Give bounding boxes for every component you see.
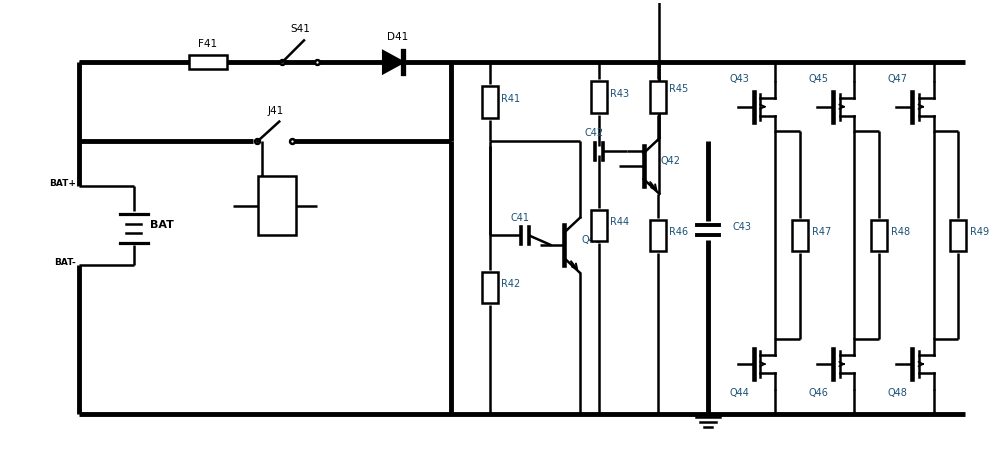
Bar [258,176,296,235]
Text: R42: R42 [501,279,520,290]
Text: Q43: Q43 [730,74,749,84]
Polygon shape [383,51,403,73]
Text: C43: C43 [733,222,752,232]
Bar [482,272,498,303]
Text: R48: R48 [891,227,910,237]
Text: R49: R49 [970,227,989,237]
Bar [650,81,666,113]
Text: D41: D41 [387,32,409,42]
Bar [792,220,808,251]
Text: R47: R47 [812,227,831,237]
Bar [591,210,607,241]
Text: BAT: BAT [150,221,173,230]
Text: R45: R45 [669,84,689,94]
Text: Q47: Q47 [888,74,908,84]
Text: R43: R43 [610,89,629,99]
Text: S41: S41 [290,24,310,34]
Bar [650,220,666,251]
Text: F41: F41 [198,39,218,49]
Text: J41: J41 [267,106,283,115]
Text: Q46: Q46 [809,388,829,398]
Text: C42: C42 [584,129,604,138]
Text: C41: C41 [510,212,529,222]
Text: Q44: Q44 [730,388,749,398]
Bar [591,81,607,113]
Bar [482,86,498,118]
Bar [950,220,966,251]
Text: Q41: Q41 [581,235,601,245]
Text: R44: R44 [610,217,629,227]
Text: BAT-: BAT- [55,258,76,267]
Text: R41: R41 [501,94,520,104]
Text: Q45: Q45 [809,74,829,84]
Bar [189,55,227,69]
Bar [871,220,887,251]
Text: R46: R46 [669,227,688,237]
Text: Q42: Q42 [660,156,680,166]
Text: BAT+: BAT+ [49,179,76,188]
Text: Q48: Q48 [888,388,908,398]
